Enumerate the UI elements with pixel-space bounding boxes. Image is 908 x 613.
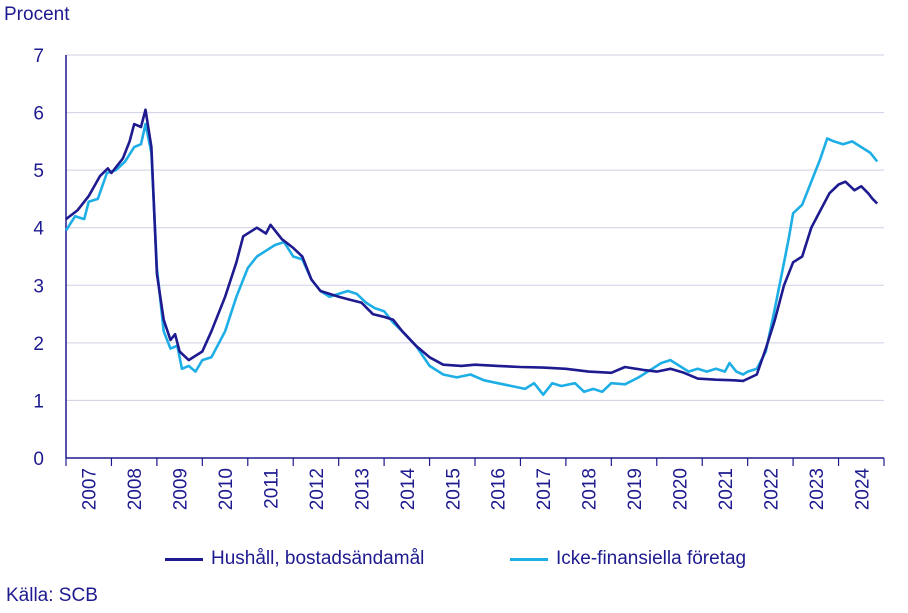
x-tick-label: 2014 [398, 468, 419, 511]
x-tick-label: 2008 [125, 468, 146, 510]
y-tick-label: 0 [33, 449, 44, 470]
y-tick-label: 3 [33, 276, 44, 297]
y-tick-label: 4 [33, 219, 44, 240]
series-lines [64, 108, 879, 396]
legend-item-foretag: Icke-finansiella företag [510, 548, 746, 570]
x-tick-label: 2017 [534, 468, 555, 510]
legend-item-hushall: Hushåll, bostadsändamål [165, 548, 424, 570]
x-tick-label: 2021 [716, 468, 737, 510]
y-tick-label: 1 [33, 391, 44, 412]
x-tick-label: 2020 [671, 468, 692, 510]
y-axis-label: Procent [4, 4, 70, 25]
x-tick-label: 2016 [489, 468, 510, 510]
source-note: Källa: SCB [6, 585, 98, 606]
x-tick-label: 2013 [352, 468, 373, 510]
x-tick-label: 2023 [807, 468, 828, 510]
x-tick-labels: 2007 2008 2009 2010 2011 2012 2013 2014 2015 2016… [80, 468, 874, 511]
legend-label-hushall: Hushåll, bostadsändamål [211, 548, 425, 569]
legend-swatch-foretag [510, 557, 548, 561]
x-tick-label: 2015 [443, 468, 464, 510]
series-line-foretag [64, 122, 879, 396]
x-tick-label: 2018 [580, 468, 601, 510]
x-tick-label: 2011 [262, 468, 283, 509]
x-axis [65, 55, 885, 466]
legend-swatch-hushall [165, 557, 203, 561]
x-tick-label: 2007 [80, 468, 101, 510]
x-tick-label: 2019 [625, 468, 646, 510]
y-tick-label: 6 [33, 104, 44, 125]
gridlines [66, 54, 884, 401]
x-tick-label: 2022 [761, 468, 782, 510]
legend-label-foretag: Icke-finansiella företag [556, 548, 747, 569]
series-line-hushall [65, 108, 879, 383]
y-tick-label: 5 [33, 161, 44, 182]
x-tick-label: 2010 [216, 468, 237, 510]
legend: Hushåll, bostadsändamål Icke-finansiella… [0, 548, 908, 574]
y-tick-labels: 0 1 2 3 4 5 6 7 [33, 46, 44, 470]
x-tick-label: 2012 [307, 468, 328, 510]
x-tick-label: 2024 [852, 468, 873, 511]
y-tick-label: 2 [33, 334, 44, 355]
y-tick-label: 7 [33, 46, 44, 67]
x-tick-label: 2009 [171, 468, 192, 510]
